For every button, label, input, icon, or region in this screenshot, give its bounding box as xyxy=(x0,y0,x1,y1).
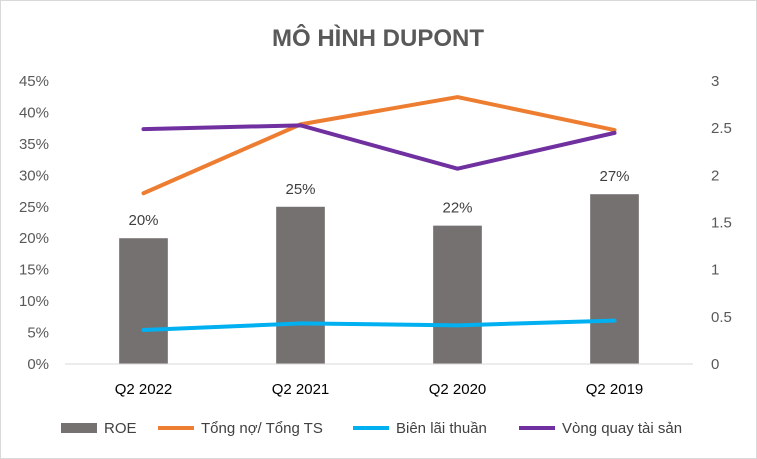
right-tick-label: 0 xyxy=(711,356,719,373)
legend-item: Vòng quay tài sản xyxy=(519,420,682,437)
legend-item: ROE xyxy=(61,420,137,437)
right-axis: 0 0.5 1 1.5 2 2.5 3 xyxy=(711,73,732,373)
legend-item: Tổng nợ/ Tổng TS xyxy=(158,420,323,437)
left-tick-label: 0% xyxy=(27,356,49,373)
series-line xyxy=(141,95,617,196)
left-tick-label: 5% xyxy=(27,325,49,342)
left-tick-label: 25% xyxy=(19,199,49,216)
roe-data-label: 20% xyxy=(128,212,158,229)
right-tick-label: 1 xyxy=(711,262,719,279)
category-label: Q2 2022 xyxy=(115,381,173,398)
legend-item: Biên lãi thuần xyxy=(353,420,487,437)
left-tick-label: 40% xyxy=(19,104,49,121)
roe-data-label: 22% xyxy=(442,200,472,217)
left-tick-label: 20% xyxy=(19,230,49,247)
roe-data-label: 25% xyxy=(285,181,315,198)
category-label: Q2 2020 xyxy=(429,381,487,398)
legend-label: Vòng quay tài sản xyxy=(562,420,682,437)
legend-swatch xyxy=(61,423,97,433)
bar-series xyxy=(119,194,639,364)
legend-label: Biên lãi thuần xyxy=(396,420,487,437)
series-line xyxy=(141,123,617,171)
legend-label: Tổng nợ/ Tổng TS xyxy=(201,420,323,437)
left-tick-label: 45% xyxy=(19,73,49,90)
roe-bar xyxy=(590,194,639,364)
left-axis: 0% 5% 10% 15% 20% 25% 30% 35% 40% 45% xyxy=(19,73,49,373)
roe-data-label: 27% xyxy=(599,168,629,185)
category-axis: Q2 2022 Q2 2021 Q2 2020 Q2 2019 xyxy=(115,381,644,398)
category-label: Q2 2021 xyxy=(272,381,330,398)
category-label: Q2 2019 xyxy=(586,381,644,398)
line-series xyxy=(141,95,617,333)
right-tick-label: 0.5 xyxy=(711,309,732,326)
right-tick-label: 2 xyxy=(711,167,719,184)
roe-bar xyxy=(276,206,325,364)
left-tick-label: 30% xyxy=(19,167,49,184)
roe-bar xyxy=(119,238,168,364)
series-line xyxy=(141,318,617,333)
chart-title: MÔ HÌNH DUPONT xyxy=(272,24,484,52)
right-tick-label: 3 xyxy=(711,73,719,90)
legend: ROE Tổng nợ/ Tổng TS Biên lãi thuần Vòng qu… xyxy=(61,420,682,437)
data-labels: 20% 25% 22% 27% xyxy=(128,168,629,229)
right-tick-label: 2.5 xyxy=(711,120,732,137)
left-tick-label: 35% xyxy=(19,136,49,153)
right-tick-label: 1.5 xyxy=(711,215,732,232)
left-tick-label: 15% xyxy=(19,262,49,279)
legend-label: ROE xyxy=(104,420,137,437)
left-tick-label: 10% xyxy=(19,293,49,310)
roe-bar xyxy=(433,225,482,364)
